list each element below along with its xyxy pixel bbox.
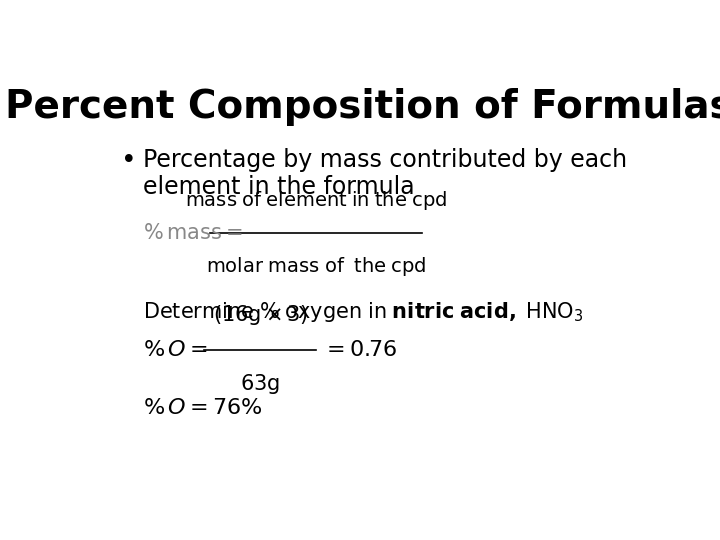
Text: $\mathrm{Determine\;\%\;oxygen\;in\;\mathbf{nitric\;acid,}\;HNO_3}$: $\mathrm{Determine\;\%\;oxygen\;in\;\mat… (143, 300, 584, 323)
Text: $\mathrm{mass\;of\;element\;in\;the\;cpd}$: $\mathrm{mass\;of\;element\;in\;the\;cpd… (185, 188, 447, 212)
Text: element in the formula: element in the formula (143, 175, 415, 199)
Text: $\%\,O = $: $\%\,O = $ (143, 339, 208, 361)
Text: Percent Composition of Formulas: Percent Composition of Formulas (5, 87, 720, 126)
Text: $63\mathrm{g}$: $63\mathrm{g}$ (240, 373, 280, 396)
Text: •: • (121, 148, 136, 174)
Text: $\%\,\mathrm{mass} = $: $\%\,\mathrm{mass} = $ (143, 223, 243, 243)
Text: Percentage by mass contributed by each: Percentage by mass contributed by each (143, 148, 627, 172)
Text: $= 0.76$: $= 0.76$ (322, 339, 397, 361)
Text: $\left(16\mathrm{g}\times 3\right)$: $\left(16\mathrm{g}\times 3\right)$ (212, 303, 308, 327)
Text: $\mathrm{molar\;mass\;of\;\;the\;cpd}$: $\mathrm{molar\;mass\;of\;\;the\;cpd}$ (206, 255, 426, 278)
Text: $\%\,O = 76\%$: $\%\,O = 76\%$ (143, 397, 263, 420)
